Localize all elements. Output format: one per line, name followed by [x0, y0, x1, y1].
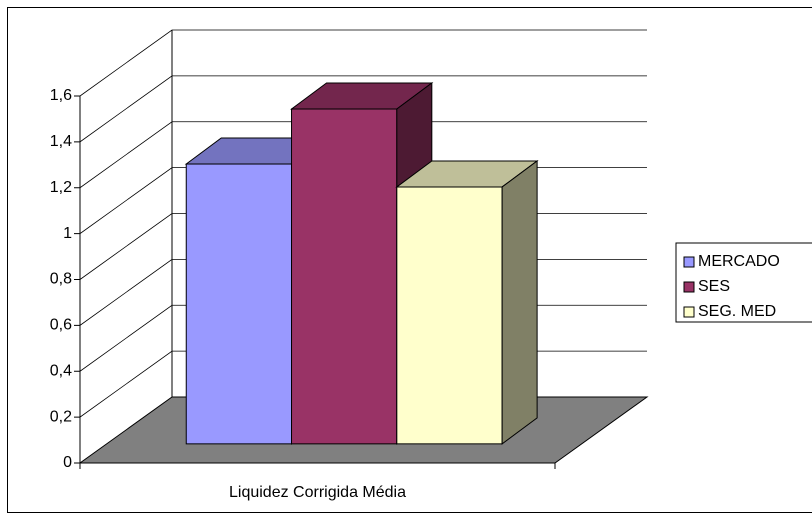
grid-line [79, 29, 647, 97]
y-tick-label: 1,2 [50, 179, 72, 196]
y-tick-label: 0,8 [50, 271, 72, 288]
grid-line [79, 75, 647, 143]
y-tick-label: 0,6 [50, 317, 72, 334]
legend-label: SEG. MED [698, 303, 776, 320]
bar [395, 159, 539, 445]
legend-swatch [683, 256, 695, 268]
x-tick-label: Liquidez Corrigida Média [229, 484, 406, 501]
bar-front [185, 163, 293, 445]
legend-label: SES [698, 278, 730, 295]
legend-box [675, 242, 812, 323]
y-tick-label: 0,4 [50, 362, 72, 379]
y-tick-label: 1 [63, 225, 72, 242]
grid-line [79, 121, 647, 189]
y-tick-label: 0 [63, 454, 72, 471]
bar-front [291, 108, 398, 445]
legend-label: MERCADO [698, 253, 780, 270]
legend-swatch [683, 306, 695, 318]
bar-front [396, 186, 503, 445]
bar-side [501, 159, 538, 445]
y-tick-label: 1,6 [50, 87, 72, 104]
y-tick-label: 1,4 [50, 133, 72, 150]
legend-swatch [683, 281, 695, 293]
y-tick-label: 0,2 [50, 408, 72, 425]
